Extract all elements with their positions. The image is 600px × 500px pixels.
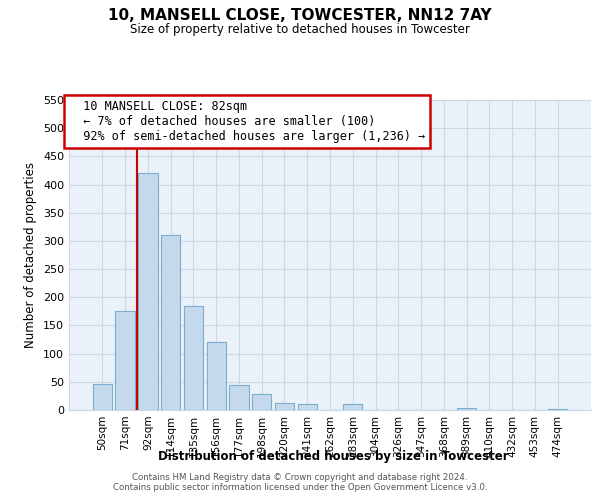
Bar bbox=[252, 394, 271, 410]
Bar bbox=[138, 174, 158, 410]
Y-axis label: Number of detached properties: Number of detached properties bbox=[25, 162, 37, 348]
Text: 10, MANSELL CLOSE, TOWCESTER, NN12 7AY: 10, MANSELL CLOSE, TOWCESTER, NN12 7AY bbox=[108, 8, 492, 22]
Bar bbox=[275, 402, 294, 410]
Bar bbox=[457, 408, 476, 410]
Bar bbox=[298, 404, 317, 410]
Bar bbox=[548, 409, 567, 410]
Bar bbox=[93, 384, 112, 410]
Bar bbox=[184, 306, 203, 410]
Bar bbox=[115, 312, 135, 410]
Bar bbox=[343, 404, 362, 410]
Text: Distribution of detached houses by size in Towcester: Distribution of detached houses by size … bbox=[158, 450, 508, 463]
Bar bbox=[161, 236, 181, 410]
Text: 10 MANSELL CLOSE: 82sqm
  ← 7% of detached houses are smaller (100)
  92% of sem: 10 MANSELL CLOSE: 82sqm ← 7% of detached… bbox=[69, 100, 425, 143]
Bar bbox=[229, 384, 248, 410]
Text: Contains HM Land Registry data © Crown copyright and database right 2024.
Contai: Contains HM Land Registry data © Crown c… bbox=[113, 473, 487, 492]
Text: Size of property relative to detached houses in Towcester: Size of property relative to detached ho… bbox=[130, 22, 470, 36]
Bar bbox=[206, 342, 226, 410]
